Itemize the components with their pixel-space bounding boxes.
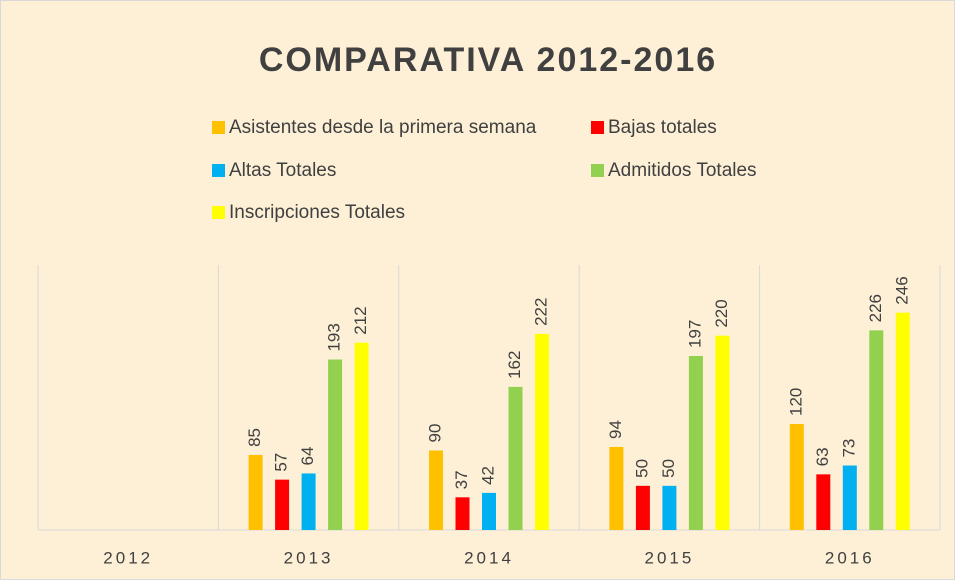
- bar: [609, 446, 624, 530]
- data-label: 226: [866, 294, 885, 322]
- bar: [482, 492, 496, 530]
- x-tick-label: 2013: [284, 548, 334, 567]
- data-label: 220: [712, 299, 731, 327]
- bar: [508, 386, 523, 530]
- data-label: 246: [892, 276, 911, 304]
- bar: [328, 359, 343, 530]
- x-tick-label: 2016: [825, 548, 875, 567]
- bar: [869, 330, 884, 530]
- legend-swatch: [591, 164, 604, 177]
- data-label: 63: [813, 447, 832, 466]
- bar: [816, 474, 831, 530]
- bar: [248, 454, 263, 530]
- bar: [662, 485, 677, 530]
- data-label: 57: [272, 453, 291, 472]
- legend-label: Asistentes desde la primera semana: [229, 117, 537, 138]
- data-label: 120: [786, 388, 805, 416]
- data-label: 197: [685, 320, 704, 348]
- bar: [535, 333, 549, 530]
- legend-swatch: [212, 121, 225, 134]
- data-label: 94: [606, 420, 625, 439]
- x-tick-label: 2014: [464, 548, 514, 567]
- bar: [715, 335, 730, 530]
- bar: [895, 312, 910, 530]
- bar: [429, 450, 443, 530]
- legend-swatch: [591, 121, 604, 134]
- bar: [301, 473, 316, 530]
- data-label: 90: [425, 424, 444, 443]
- bar: [789, 424, 804, 530]
- x-tick-label: 2015: [644, 548, 694, 567]
- bar: [455, 497, 470, 530]
- data-label: 50: [659, 459, 678, 478]
- data-label: 212: [351, 306, 370, 334]
- legend-label: Admitidos Totales: [608, 160, 757, 181]
- bar: [688, 355, 703, 530]
- data-label: 193: [325, 323, 344, 351]
- legend-swatch: [212, 164, 225, 177]
- data-label: 42: [478, 466, 497, 485]
- data-label: 162: [505, 351, 524, 379]
- bar: [635, 485, 650, 530]
- legend-label: Altas Totales: [229, 160, 336, 181]
- chart-title: COMPARATIVA 2012-2016: [259, 41, 717, 79]
- legend-label: Bajas totales: [608, 117, 717, 138]
- data-label: 64: [298, 447, 317, 466]
- data-label: 50: [632, 459, 651, 478]
- legend-swatch: [212, 206, 225, 219]
- bar: [354, 342, 369, 530]
- data-label: 85: [245, 428, 264, 447]
- data-label: 222: [531, 298, 550, 326]
- legend-label: Inscripciones Totales: [229, 202, 405, 223]
- bar: [275, 479, 290, 530]
- x-tick-label: 2012: [103, 548, 153, 567]
- data-label: 37: [452, 470, 471, 489]
- data-label: 73: [839, 439, 858, 458]
- bar: [842, 465, 857, 530]
